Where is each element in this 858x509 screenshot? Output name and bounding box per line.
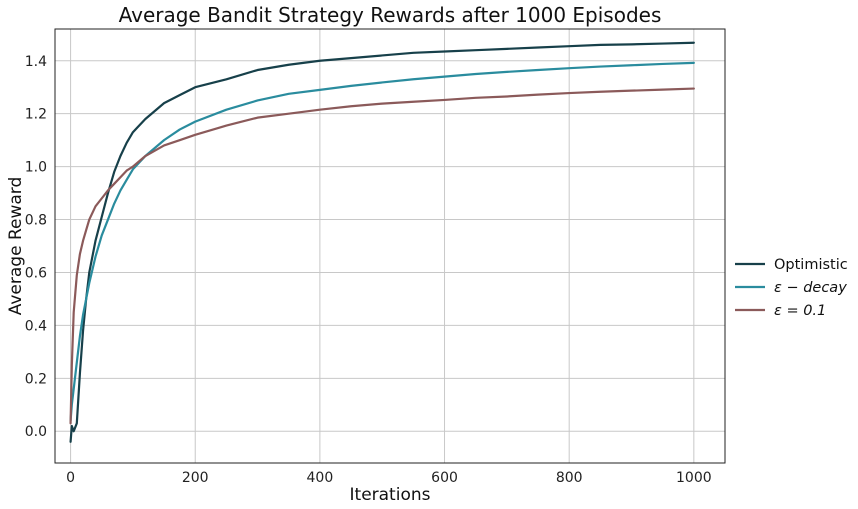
x-tick-label: 0 — [66, 470, 75, 486]
y-tick-label: 1.2 — [25, 107, 47, 123]
chart-title: Average Bandit Strategy Rewards after 10… — [119, 3, 662, 27]
series-line-1 — [69, 61, 695, 422]
y-axis-label: Average Reward — [6, 177, 26, 316]
grid — [55, 29, 725, 463]
y-tick-label: 1.0 — [25, 160, 47, 176]
legend: Optimistic ε − decay ε = 0.1 — [735, 257, 848, 319]
x-tick-label: 600 — [431, 470, 458, 486]
ticks: 0 200 400 600 800 1000 0.0 0.2 0.4 0.6 0.8 1.0 1.2 1.… — [25, 54, 712, 486]
y-tick-label: 1.4 — [25, 54, 47, 70]
y-tick-label: 0.8 — [25, 213, 47, 229]
y-tick-label: 0.0 — [25, 424, 47, 440]
x-tick-label: 800 — [556, 470, 583, 486]
x-tick-label: 1000 — [676, 470, 712, 486]
y-tick-label: 0.4 — [25, 318, 47, 334]
x-tick-label: 200 — [182, 470, 209, 486]
series-layer — [69, 41, 695, 443]
y-tick-label: 0.2 — [25, 371, 47, 387]
legend-label-2: ε = 0.1 — [774, 303, 826, 319]
y-tick-label: 0.6 — [25, 265, 47, 281]
x-tick-label: 400 — [307, 470, 334, 486]
x-axis-label: Iterations — [350, 485, 431, 505]
plot-frame — [54, 28, 726, 464]
legend-label-1: ε − decay — [774, 280, 847, 296]
series-line-2 — [69, 87, 695, 425]
legend-label-0: Optimistic — [774, 257, 848, 273]
